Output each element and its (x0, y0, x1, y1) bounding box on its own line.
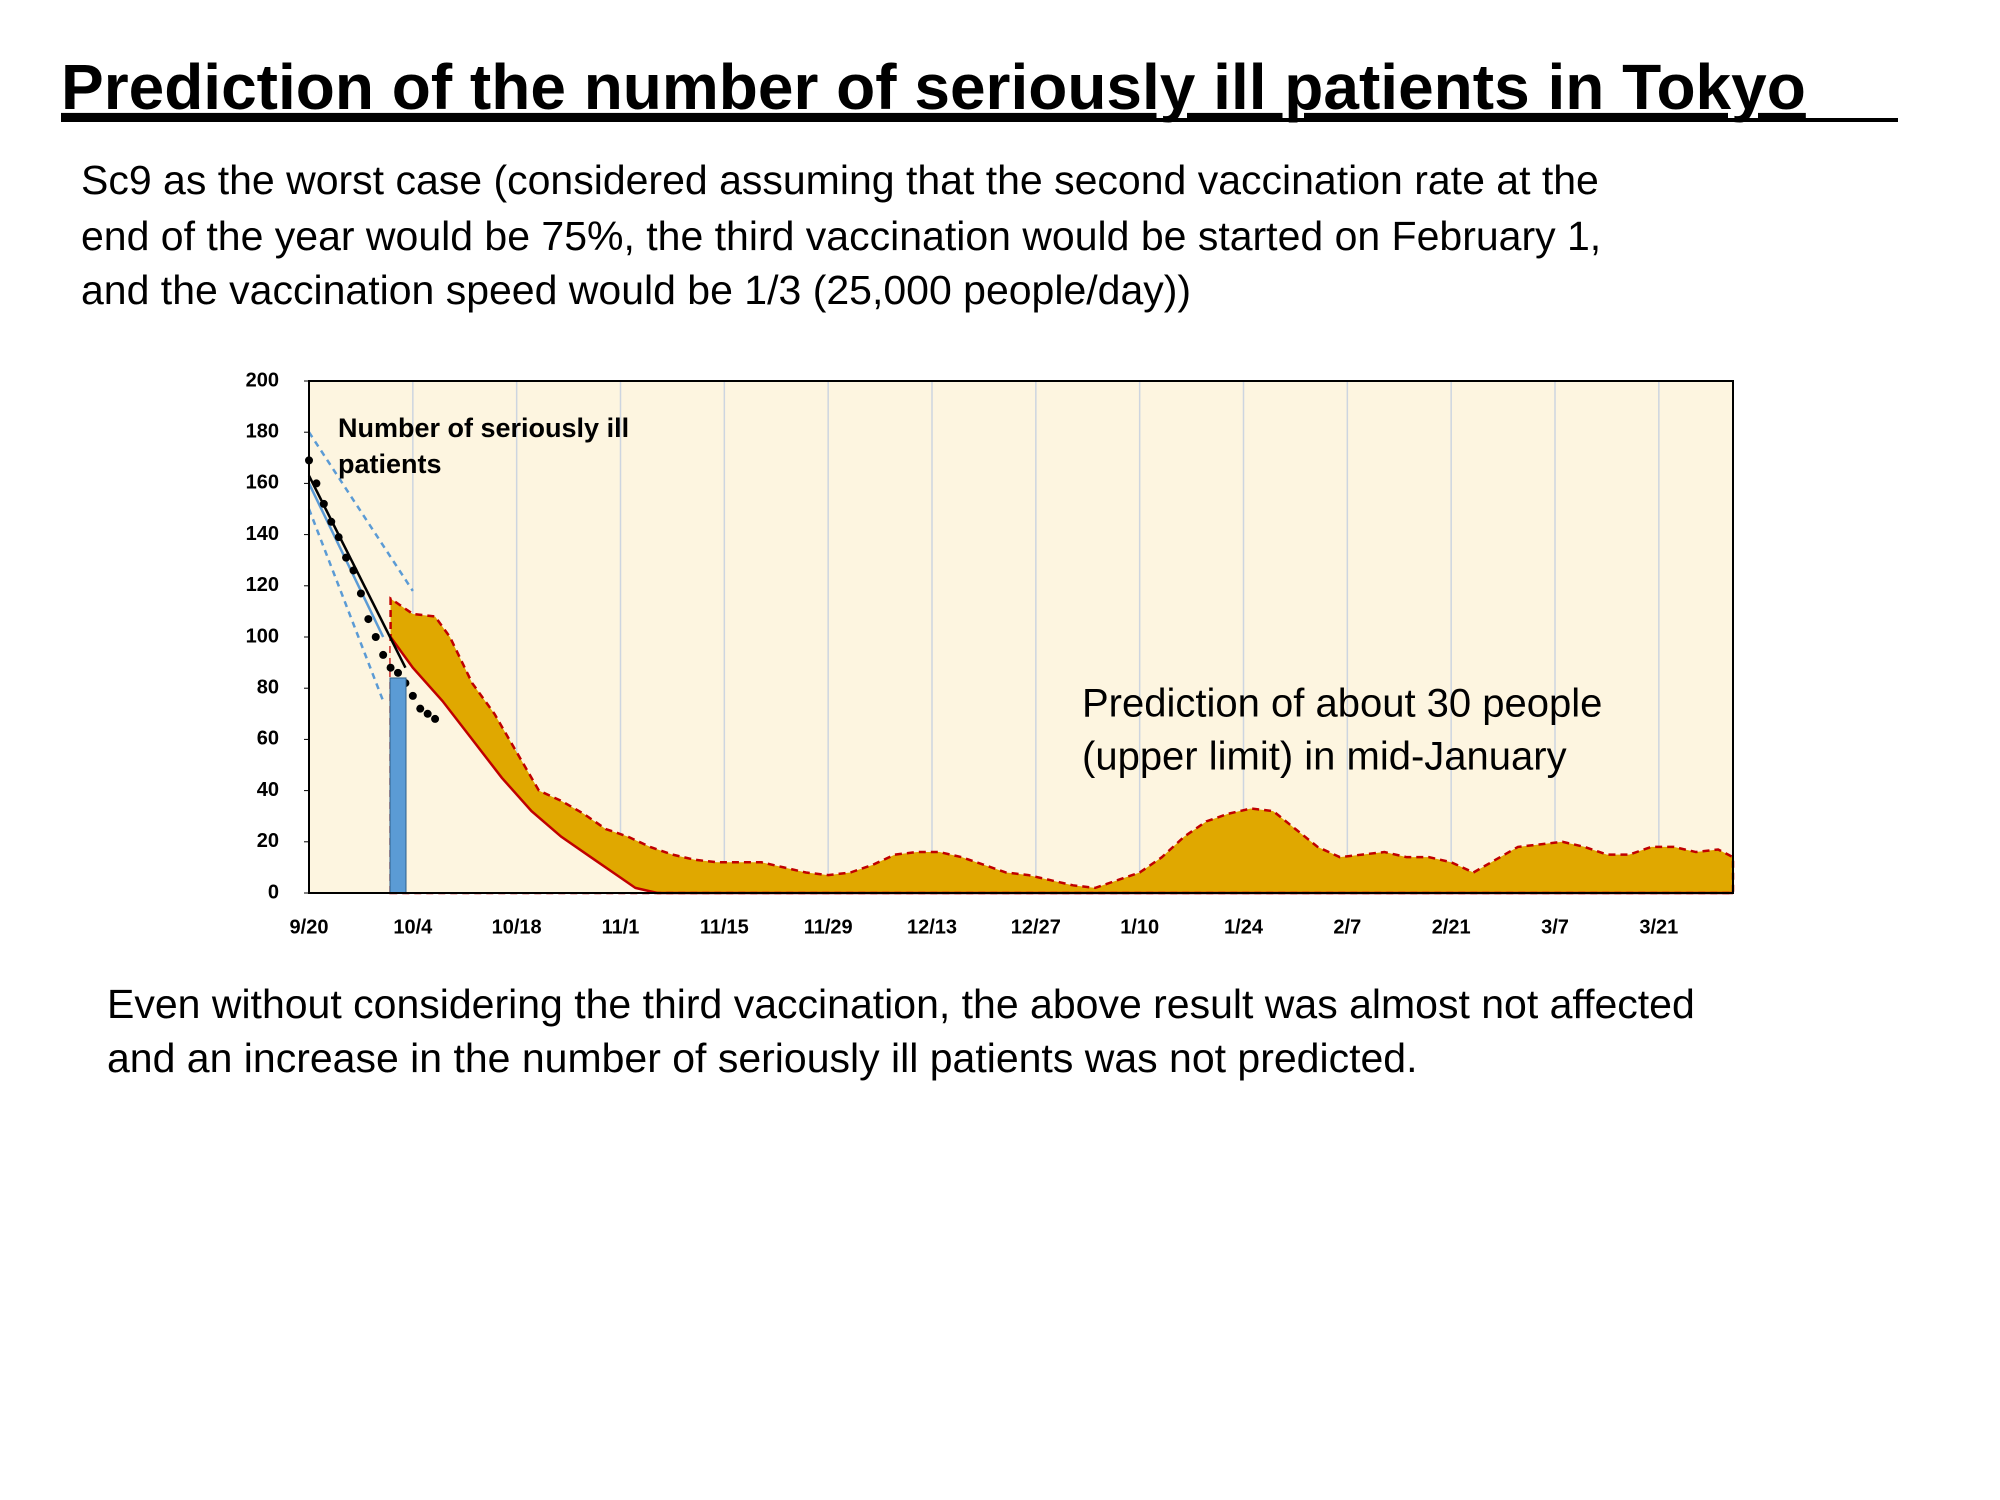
data-point (386, 663, 395, 672)
x-tick-label: 11/15 (700, 916, 749, 938)
x-tick-label: 10/4 (393, 916, 433, 938)
x-tick-label: 11/29 (804, 916, 853, 938)
data-point (312, 479, 321, 488)
x-tick-label: 10/18 (492, 916, 542, 938)
data-point (334, 533, 343, 542)
annotation: Prediction of about 30 people (1082, 682, 1602, 726)
annotation: (upper limit) in mid-January (1082, 735, 1567, 779)
data-point (319, 499, 328, 508)
area-fill (390, 637, 1733, 893)
x-tick-label: 3/21 (1639, 916, 1678, 938)
data-point (431, 714, 440, 723)
data-point (364, 615, 373, 624)
data-point (342, 553, 351, 562)
x-tick-label: 12/13 (907, 916, 957, 938)
data-point (349, 566, 358, 575)
chart-label: patients (338, 449, 442, 479)
subtitle: Sc9 as the worst case (considered assumi… (81, 157, 1599, 203)
data-point (379, 650, 388, 659)
line (307, 431, 414, 592)
y-tick-label: 40 (257, 779, 279, 801)
note: Even without considering the third vacci… (107, 981, 1695, 1027)
data-point (408, 691, 417, 700)
data-point (327, 517, 336, 526)
y-tick-label: 180 (246, 420, 279, 442)
y-tick-label: 20 (257, 830, 279, 852)
subtitle: and the vaccination speed would be 1/3 (… (81, 267, 1191, 313)
chart-label: Number of seriously ill (338, 413, 629, 443)
x-tick-label: 12/27 (1011, 916, 1061, 938)
y-tick-label: 160 (246, 472, 279, 494)
subtitle: end of the year would be 75%, the third … (81, 213, 1601, 259)
note: and an increase in the number of serious… (107, 1035, 1417, 1081)
y-tick-label: 200 (246, 369, 279, 391)
y-tick-label: 100 (246, 625, 279, 647)
x-tick-label: 3/7 (1541, 916, 1569, 938)
x-tick-label: 9/20 (290, 916, 329, 938)
plot-frame (308, 380, 1734, 894)
line (307, 508, 385, 702)
x-tick-label: 11/1 (602, 916, 640, 938)
x-tick-label: 2/21 (1432, 916, 1471, 938)
x-tick-label: 2/7 (1333, 916, 1361, 938)
data-point (394, 668, 402, 677)
y-tick-label: 80 (257, 676, 279, 698)
data-point (371, 633, 380, 641)
area-line (389, 636, 1733, 895)
y-tick-label: 120 (246, 574, 279, 596)
y-tick-label: 140 (246, 523, 279, 545)
data-point (423, 709, 432, 718)
x-tick-label: 1/10 (1120, 916, 1159, 938)
x-tick-label: 1/24 (1224, 916, 1264, 938)
data-point (416, 704, 425, 713)
title: Prediction of the number of seriously il… (61, 51, 1806, 123)
data-point (356, 589, 365, 598)
bar (389, 677, 407, 894)
y-tick-label: 60 (257, 728, 279, 750)
y-tick-label: 0 (268, 881, 279, 903)
